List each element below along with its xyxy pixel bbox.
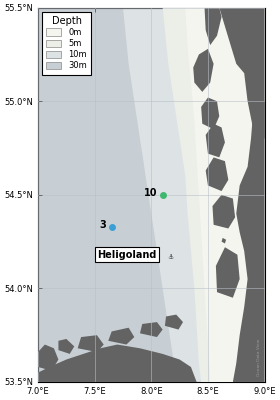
Polygon shape — [185, 8, 265, 382]
Polygon shape — [38, 344, 59, 371]
Polygon shape — [136, 252, 142, 256]
Polygon shape — [38, 8, 265, 382]
Polygon shape — [165, 314, 183, 330]
Polygon shape — [123, 8, 265, 382]
Polygon shape — [206, 124, 225, 157]
Polygon shape — [140, 322, 163, 337]
Polygon shape — [206, 157, 228, 191]
Polygon shape — [223, 256, 227, 262]
Polygon shape — [78, 335, 104, 352]
Legend: 0m, 5m, 10m, 30m: 0m, 5m, 10m, 30m — [42, 12, 91, 74]
Polygon shape — [231, 101, 265, 382]
Polygon shape — [219, 260, 227, 274]
Polygon shape — [108, 328, 134, 344]
Polygon shape — [205, 8, 221, 45]
Polygon shape — [201, 98, 219, 129]
Text: 10: 10 — [143, 188, 157, 198]
Polygon shape — [38, 344, 197, 382]
Polygon shape — [214, 8, 265, 139]
Text: 3: 3 — [99, 220, 106, 230]
Text: Ocean Data View: Ocean Data View — [257, 339, 261, 376]
Polygon shape — [221, 238, 226, 244]
Polygon shape — [213, 195, 235, 228]
Polygon shape — [59, 339, 74, 354]
Text: Heligoland: Heligoland — [97, 250, 156, 260]
Polygon shape — [163, 8, 265, 382]
Polygon shape — [193, 49, 214, 92]
Polygon shape — [216, 247, 240, 298]
Text: ⚓: ⚓ — [167, 254, 173, 260]
